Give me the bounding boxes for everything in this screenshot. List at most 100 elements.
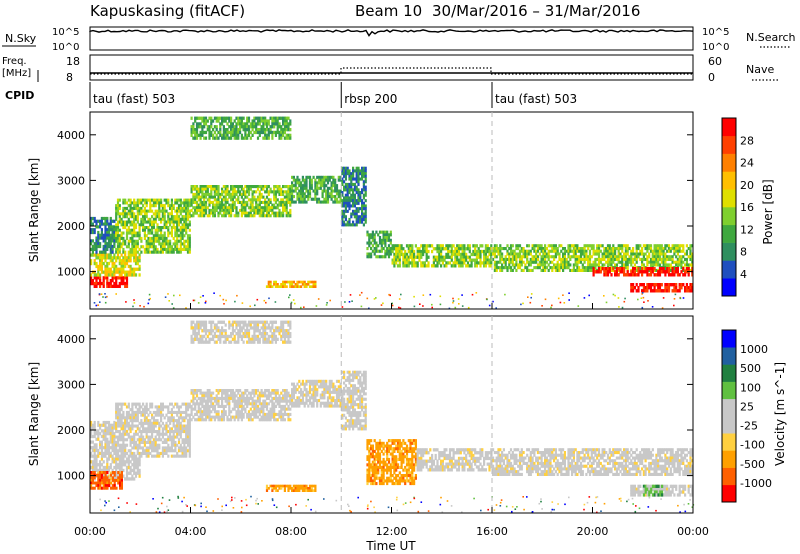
heatmap-cell bbox=[610, 255, 613, 259]
heatmap-cell bbox=[330, 181, 333, 185]
heatmap-cell bbox=[116, 276, 120, 280]
heatmap-cell bbox=[506, 249, 509, 253]
heatmap-cell bbox=[637, 244, 640, 248]
heatmap-cell bbox=[490, 244, 493, 248]
heatmap-cell bbox=[264, 198, 267, 202]
heatmap-cell bbox=[271, 119, 274, 123]
heatmap-cell bbox=[113, 281, 116, 286]
heatmap-cell bbox=[116, 256, 120, 260]
heatmap-cell bbox=[142, 421, 145, 425]
heatmap-cell bbox=[391, 244, 394, 248]
heatmap-cell bbox=[567, 247, 570, 251]
heatmap-cell bbox=[172, 438, 175, 442]
heatmap-cell bbox=[530, 293, 533, 295]
heatmap-cell bbox=[203, 407, 206, 411]
heatmap-cell bbox=[531, 247, 534, 251]
heatmap-cell bbox=[143, 217, 146, 221]
heatmap-cell bbox=[99, 261, 102, 266]
heatmap-cell bbox=[260, 119, 263, 123]
heatmap-cell bbox=[614, 249, 617, 253]
heatmap-cell bbox=[382, 247, 385, 251]
heatmap-cell bbox=[371, 236, 374, 240]
heatmap-cell bbox=[509, 244, 513, 248]
heatmap-cell bbox=[242, 192, 245, 196]
heatmap-cell bbox=[156, 430, 159, 434]
heatmap-cell bbox=[170, 454, 173, 458]
heatmap-cell bbox=[632, 283, 635, 287]
heatmap-cell bbox=[499, 249, 502, 253]
heatmap-cell bbox=[504, 293, 506, 296]
heatmap-cell bbox=[382, 302, 384, 305]
heatmap-cell bbox=[179, 413, 182, 417]
heatmap-cell bbox=[599, 266, 602, 270]
heatmap-cell bbox=[632, 260, 635, 264]
heatmap-cell bbox=[249, 185, 252, 189]
heatmap-cell bbox=[588, 255, 592, 259]
heatmap-cell bbox=[226, 116, 229, 120]
heatmap-cell bbox=[181, 226, 184, 230]
heatmap-cell bbox=[140, 430, 143, 434]
heatmap-cell bbox=[181, 206, 184, 210]
heatmap-cell bbox=[617, 260, 620, 264]
heatmap-cell bbox=[90, 219, 93, 223]
heatmap-cell bbox=[470, 261, 473, 265]
heatmap-cell bbox=[176, 220, 179, 224]
heatmap-cell bbox=[486, 244, 489, 248]
heatmap-cell bbox=[158, 236, 161, 240]
heatmap-cell bbox=[231, 206, 234, 210]
heatmap-cell bbox=[240, 208, 243, 212]
heatmap-cell bbox=[506, 244, 509, 248]
heatmap-cell bbox=[127, 424, 130, 428]
heatmap-cell bbox=[463, 252, 466, 257]
heatmap-cell bbox=[621, 263, 624, 267]
heatmap-cell bbox=[664, 244, 667, 248]
heatmap-cell bbox=[118, 236, 121, 240]
heatmap-cell bbox=[402, 264, 405, 268]
heatmap-cell bbox=[147, 440, 150, 444]
heatmap-cell bbox=[161, 451, 164, 455]
heatmap-cell bbox=[131, 234, 134, 238]
heatmap-cell bbox=[156, 454, 159, 458]
heatmap-cell bbox=[106, 484, 109, 488]
heatmap-cell bbox=[590, 244, 593, 248]
heatmap-cell bbox=[361, 204, 364, 208]
heatmap-cell bbox=[466, 261, 470, 265]
heatmap-cell bbox=[269, 280, 272, 284]
heatmap-cell bbox=[660, 270, 663, 274]
heatmap-cell bbox=[217, 130, 220, 135]
heatmap-cell bbox=[154, 250, 157, 254]
heatmap-cell bbox=[127, 217, 130, 221]
heatmap-cell bbox=[303, 195, 306, 199]
heatmap-cell bbox=[247, 198, 251, 202]
heatmap-cell bbox=[522, 260, 525, 264]
heatmap-cell bbox=[499, 257, 502, 261]
heatmap-cell bbox=[167, 220, 170, 224]
heatmap-cell bbox=[648, 244, 651, 248]
heatmap-cell bbox=[136, 245, 139, 249]
heatmap-cell bbox=[538, 244, 541, 248]
heatmap-cell bbox=[109, 219, 112, 223]
heatmap-cell bbox=[104, 465, 107, 470]
heatmap-cell bbox=[443, 255, 446, 259]
heatmap-cell bbox=[678, 249, 681, 253]
heatmap-cell bbox=[203, 187, 206, 191]
heatmap-cell bbox=[147, 209, 150, 213]
heatmap-cell bbox=[228, 119, 231, 123]
heatmap-cell bbox=[163, 204, 166, 208]
heatmap-cell bbox=[269, 285, 272, 288]
heatmap-cell bbox=[319, 200, 322, 204]
heatmap-cell bbox=[579, 247, 583, 251]
heatmap-cell bbox=[601, 244, 604, 248]
heatmap-cell bbox=[260, 187, 263, 191]
heatmap-cell bbox=[206, 415, 209, 419]
heatmap-cell bbox=[588, 266, 592, 270]
heatmap-cell bbox=[621, 306, 624, 309]
heatmap-cell bbox=[235, 130, 238, 135]
heatmap-cell bbox=[169, 206, 172, 210]
heatmap-cell bbox=[113, 437, 116, 441]
heatmap-cell bbox=[118, 410, 121, 414]
heatmap-cell bbox=[685, 260, 688, 264]
heatmap-cell bbox=[163, 427, 166, 431]
heatmap-cell bbox=[179, 430, 182, 434]
heatmap-cell bbox=[168, 300, 170, 302]
